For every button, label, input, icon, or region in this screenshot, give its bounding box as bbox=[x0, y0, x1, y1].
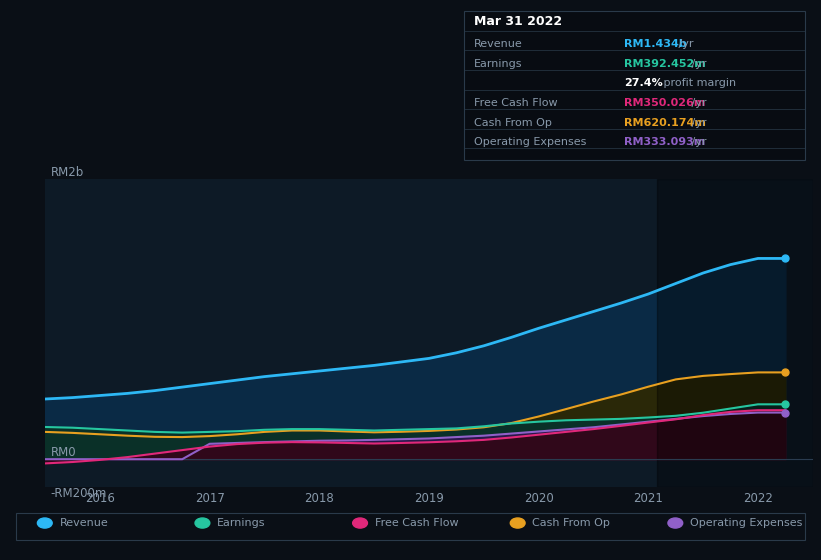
Text: Cash From Op: Cash From Op bbox=[533, 518, 610, 528]
Text: Revenue: Revenue bbox=[474, 39, 522, 49]
Text: RM350.026m: RM350.026m bbox=[624, 98, 705, 108]
Text: RM2b: RM2b bbox=[51, 166, 84, 179]
Text: Earnings: Earnings bbox=[218, 518, 266, 528]
Text: Earnings: Earnings bbox=[474, 59, 522, 69]
Text: -RM200m: -RM200m bbox=[51, 487, 107, 500]
Text: RM620.174m: RM620.174m bbox=[624, 118, 706, 128]
Text: RM0: RM0 bbox=[51, 446, 76, 459]
Text: Mar 31 2022: Mar 31 2022 bbox=[474, 15, 562, 28]
Text: RM1.434b: RM1.434b bbox=[624, 39, 686, 49]
Text: 27.4%: 27.4% bbox=[624, 78, 663, 88]
Text: /yr: /yr bbox=[688, 59, 707, 69]
Text: /yr: /yr bbox=[688, 118, 707, 128]
Text: RM333.093m: RM333.093m bbox=[624, 137, 705, 147]
Text: /yr: /yr bbox=[675, 39, 694, 49]
Text: Free Cash Flow: Free Cash Flow bbox=[375, 518, 458, 528]
Text: Free Cash Flow: Free Cash Flow bbox=[474, 98, 557, 108]
Bar bbox=[657, 179, 813, 487]
Text: Revenue: Revenue bbox=[60, 518, 108, 528]
Text: Operating Expenses: Operating Expenses bbox=[690, 518, 802, 528]
Text: profit margin: profit margin bbox=[660, 78, 736, 88]
Text: /yr: /yr bbox=[688, 137, 707, 147]
Text: RM392.452m: RM392.452m bbox=[624, 59, 706, 69]
Text: Cash From Op: Cash From Op bbox=[474, 118, 552, 128]
Text: Operating Expenses: Operating Expenses bbox=[474, 137, 586, 147]
Text: /yr: /yr bbox=[688, 98, 707, 108]
